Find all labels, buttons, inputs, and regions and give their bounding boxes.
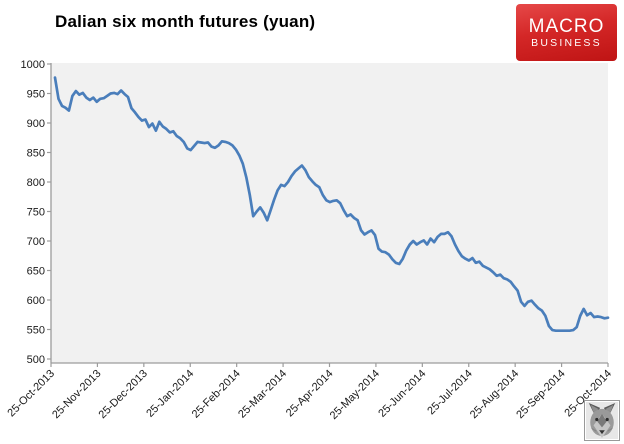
y-tick-label: 650 (27, 266, 45, 278)
x-tick-label: 25-Nov-2013 (50, 368, 103, 421)
plot-area (51, 63, 608, 363)
y-tick-label: 550 (27, 325, 45, 337)
y-tick-label: 1000 (21, 59, 45, 71)
y-tick-label: 800 (27, 177, 45, 189)
logo-text-macro: MACRO (528, 15, 605, 37)
x-tick-label: 25-Dec-2013 (97, 368, 150, 421)
x-tick-label: 25-Aug-2014 (468, 368, 521, 421)
y-tick-label: 950 (27, 89, 45, 101)
y-tick-label: 900 (27, 118, 45, 130)
logo-text-business: BUSINESS (531, 36, 602, 49)
wolf-watermark-image (584, 400, 620, 441)
x-tick-label: 25-Mar-2014 (236, 368, 289, 421)
chart-title: Dalian six month futures (yuan) (55, 12, 316, 31)
y-tick-label: 750 (27, 207, 45, 219)
y-tick-label: 600 (27, 295, 45, 307)
x-tick-label: 25-Jan-2014 (144, 368, 196, 420)
macrobusiness-logo: MACRO BUSINESS (516, 4, 617, 61)
series-line (53, 76, 610, 333)
x-tick-label: 25-Apr-2014 (284, 368, 336, 420)
y-tick-label: 700 (27, 236, 45, 248)
x-tick-label: 25-Jun-2014 (376, 368, 428, 420)
wolf-icon (586, 402, 618, 439)
y-tick-label: 500 (27, 354, 45, 366)
x-tick-label: 25-Feb-2014 (190, 368, 243, 421)
x-tick-label: 25-Oct-2013 (5, 368, 57, 420)
x-tick-label: 25-Jul-2014 (425, 368, 475, 418)
x-tick-label: 25-May-2014 (328, 368, 382, 422)
y-tick-label: 850 (27, 148, 45, 160)
x-tick-label: 25-Sep-2014 (514, 368, 567, 421)
